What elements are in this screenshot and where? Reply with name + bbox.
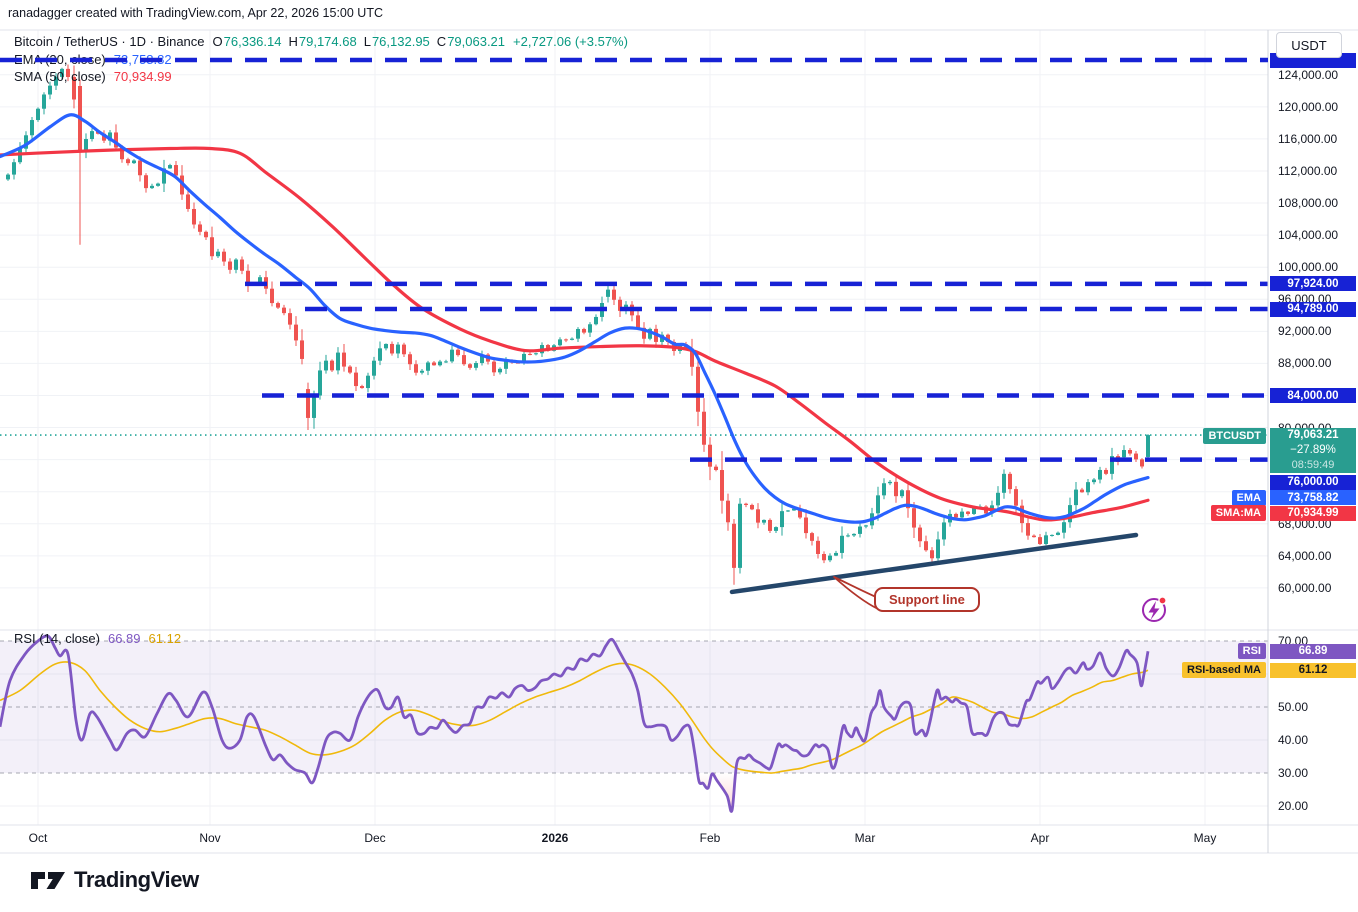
tradingview-logo-text: TradingView	[74, 867, 199, 892]
rsi-line	[0, 634, 1150, 813]
rsi-legend-label: RSI (14, close)	[14, 631, 100, 646]
sma-line	[0, 146, 1150, 522]
ema-line	[0, 113, 1150, 524]
sma-legend-value: 70,934.99	[113, 69, 172, 84]
ema-legend-value: 73,758.82	[113, 52, 172, 67]
tradingview-logo[interactable]: TradingView	[30, 866, 199, 894]
currency-unit-button[interactable]: USDT	[1276, 32, 1342, 58]
symbol-title: Bitcoin / TetherUS · 1D · Binance	[14, 34, 205, 49]
support-line-callout-tail	[833, 576, 879, 610]
ohlc-part: C79,063.21	[436, 34, 506, 49]
sma-legend-row[interactable]: SMA (50, close) 70,934.99	[14, 69, 172, 85]
support-trendline[interactable]	[729, 532, 1139, 595]
sma-legend-label: SMA (50, close)	[14, 69, 106, 84]
ohlc-part: H79,174.68	[288, 34, 357, 49]
attribution-text: ranadagger created with TradingView.com,…	[8, 6, 383, 20]
ema-legend-row[interactable]: EMA (20, close) 73,758.82	[14, 52, 172, 68]
footer-bar: TradingView	[0, 855, 1358, 912]
rsi-legend-value: 66.89	[107, 631, 141, 646]
ohlc-values: O76,336.14 H79,174.68 L76,132.95 C79,063.21	[213, 34, 506, 50]
flash-idea-icon[interactable]	[1142, 596, 1167, 622]
rsi-ma-legend-value: 61.12	[148, 631, 182, 646]
ema-legend-label: EMA (20, close)	[14, 52, 106, 67]
rsi-legend-row[interactable]: RSI (14, close) 66.89 61.12	[14, 631, 181, 647]
currency-unit-label: USDT	[1291, 37, 1327, 53]
ohlc-part: L76,132.95	[363, 34, 430, 49]
rsi-oversold-fill	[697, 773, 736, 811]
candles-layer	[6, 64, 1150, 585]
tradingview-logo-icon	[31, 872, 65, 889]
support-line-callout-text: Support line	[889, 592, 965, 607]
support-line-callout[interactable]: Support line	[874, 587, 980, 612]
symbol-legend-row[interactable]: Bitcoin / TetherUS · 1D · Binance O76,33…	[14, 34, 628, 50]
ohlc-part: O76,336.14	[212, 34, 282, 49]
change-value: +2,727.06 (+3.57%)	[513, 34, 628, 49]
